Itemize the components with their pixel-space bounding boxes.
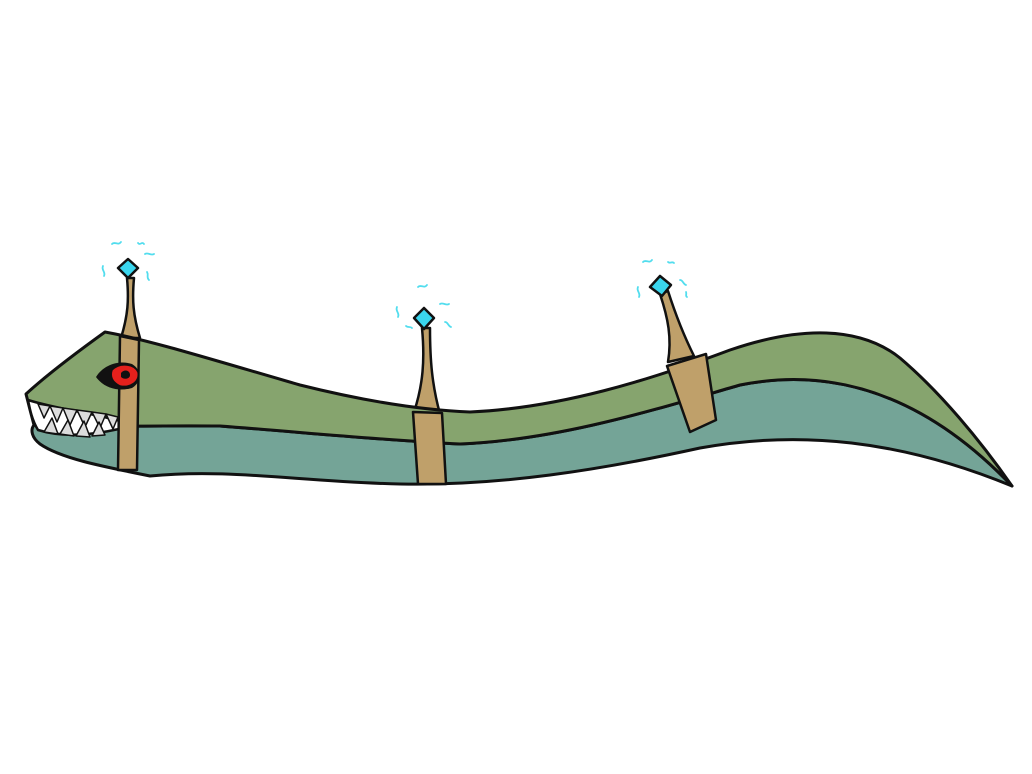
upper-tooth (37, 403, 51, 419)
sparkle (405, 325, 413, 329)
antenna-stalk-middle (412, 326, 442, 416)
crystals (116, 257, 673, 331)
eye-pupil (121, 370, 130, 379)
sparkle (444, 321, 452, 328)
lower-tooth (91, 421, 106, 437)
upper-tooth (105, 413, 119, 430)
sparkle (679, 279, 687, 286)
lower-tooth (59, 419, 75, 437)
sparkles (101, 241, 688, 329)
upper-tooth (91, 411, 107, 429)
sparkle (111, 241, 122, 245)
sparkle (667, 261, 675, 264)
band-middle (411, 410, 448, 486)
lower-tooth (43, 417, 59, 435)
upper-tooth (49, 405, 64, 423)
lower-tooth (75, 420, 91, 438)
sparkle (685, 291, 688, 298)
antenna-stalk-rear (658, 289, 696, 364)
sparkle (642, 259, 653, 263)
band-head (116, 334, 141, 472)
crystal-rear (648, 274, 673, 298)
crystal-head (116, 257, 140, 280)
sparkle (137, 242, 145, 245)
sparkle (146, 271, 150, 281)
upper-tooth (76, 409, 93, 428)
eye (96, 362, 140, 390)
sparkle (439, 302, 450, 306)
sparkle (636, 286, 641, 298)
sparkle (395, 306, 400, 318)
sparkle (101, 265, 106, 277)
upper-tooth (62, 407, 78, 426)
sparkle (144, 252, 155, 256)
serpent-back (24, 330, 1014, 488)
antennae (119, 276, 696, 416)
antenna-stalk-head (119, 276, 142, 340)
sparkle (417, 284, 428, 288)
crystal-middle (412, 306, 436, 331)
teeth (37, 403, 119, 438)
band-rear (665, 352, 718, 434)
